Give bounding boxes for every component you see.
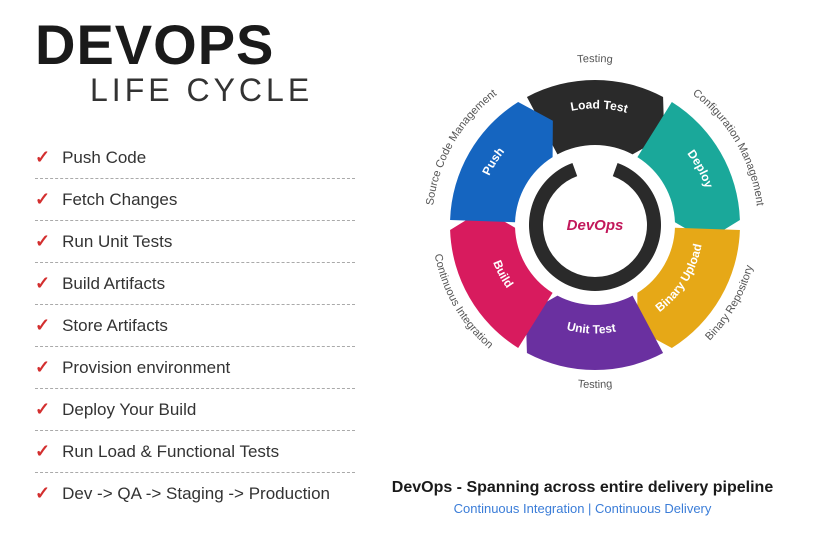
list-item-label: Push Code [62,148,146,168]
list-item: ✓ Build Artifacts [35,263,355,305]
title-main: DEVOPS [35,20,355,70]
caption-block: DevOps - Spanning across entire delivery… [365,479,800,516]
list-item-label: Fetch Changes [62,190,177,210]
title-sub: LIFE CYCLE [90,72,355,109]
right-panel: Load TestTestingDeployConfiguration Mana… [365,0,820,556]
list-item: ✓ Provision environment [35,347,355,389]
check-icon: ✓ [35,357,50,378]
cycle-diagram: Load TestTestingDeployConfiguration Mana… [395,20,795,420]
list-item: ✓ Deploy Your Build [35,389,355,431]
check-icon: ✓ [35,147,50,168]
left-panel: DEVOPS LIFE CYCLE ✓ Push Code ✓ Fetch Chan… [0,0,365,556]
check-icon: ✓ [35,441,50,462]
list-item: ✓ Store Artifacts [35,305,355,347]
caption-sub: Continuous Integration | Continuous Deli… [365,501,800,516]
check-icon: ✓ [35,231,50,252]
list-item-label: Deploy Your Build [62,400,196,420]
list-item: ✓ Run Load & Functional Tests [35,431,355,473]
list-item-label: Provision environment [62,358,230,378]
list-item: ✓ Fetch Changes [35,179,355,221]
list-item: ✓ Push Code [35,137,355,179]
page-container: DEVOPS LIFE CYCLE ✓ Push Code ✓ Fetch Chan… [0,0,820,556]
center-label: DevOps [567,217,624,234]
check-icon: ✓ [35,483,50,504]
outer-label: Testing [577,378,612,391]
check-icon: ✓ [35,273,50,294]
check-icon: ✓ [35,189,50,210]
list-item: ✓ Run Unit Tests [35,221,355,263]
outer-label: Testing [577,53,613,66]
list-item-label: Dev -> QA -> Staging -> Production [62,484,330,504]
list-item-label: Build Artifacts [62,274,165,294]
list-item: ✓ Dev -> QA -> Staging -> Production [35,473,355,514]
caption-main: DevOps - Spanning across entire delivery… [365,479,800,497]
check-icon: ✓ [35,399,50,420]
list-item-label: Run Unit Tests [62,232,172,252]
list-item-label: Run Load & Functional Tests [62,442,279,462]
checklist: ✓ Push Code ✓ Fetch Changes ✓ Run Unit Test… [35,137,355,514]
list-item-label: Store Artifacts [62,316,168,336]
check-icon: ✓ [35,315,50,336]
